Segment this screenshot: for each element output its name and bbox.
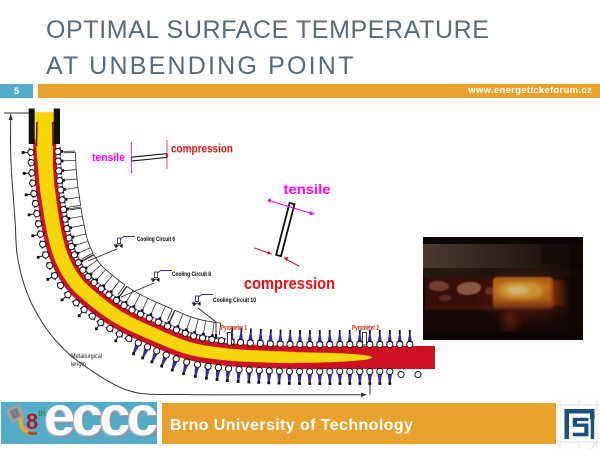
svg-text:Cooling Circuit 8: Cooling Circuit 8 [172, 271, 211, 278]
svg-text:Metallurgical: Metallurgical [71, 353, 102, 360]
svg-text:tensile: tensile [284, 181, 331, 197]
svg-text:length: length [71, 361, 86, 368]
svg-text:Cooling Circuit 10: Cooling Circuit 10 [213, 297, 256, 304]
svg-text:compression: compression [171, 144, 233, 156]
svg-text:Cooling Circuit 6: Cooling Circuit 6 [137, 236, 175, 243]
svg-text:compression: compression [244, 275, 335, 293]
svg-text:tensile: tensile [92, 152, 125, 164]
svg-text:Pyrometer 2: Pyrometer 2 [352, 325, 379, 332]
svg-text:Pyrometer 1: Pyrometer 1 [221, 325, 247, 332]
